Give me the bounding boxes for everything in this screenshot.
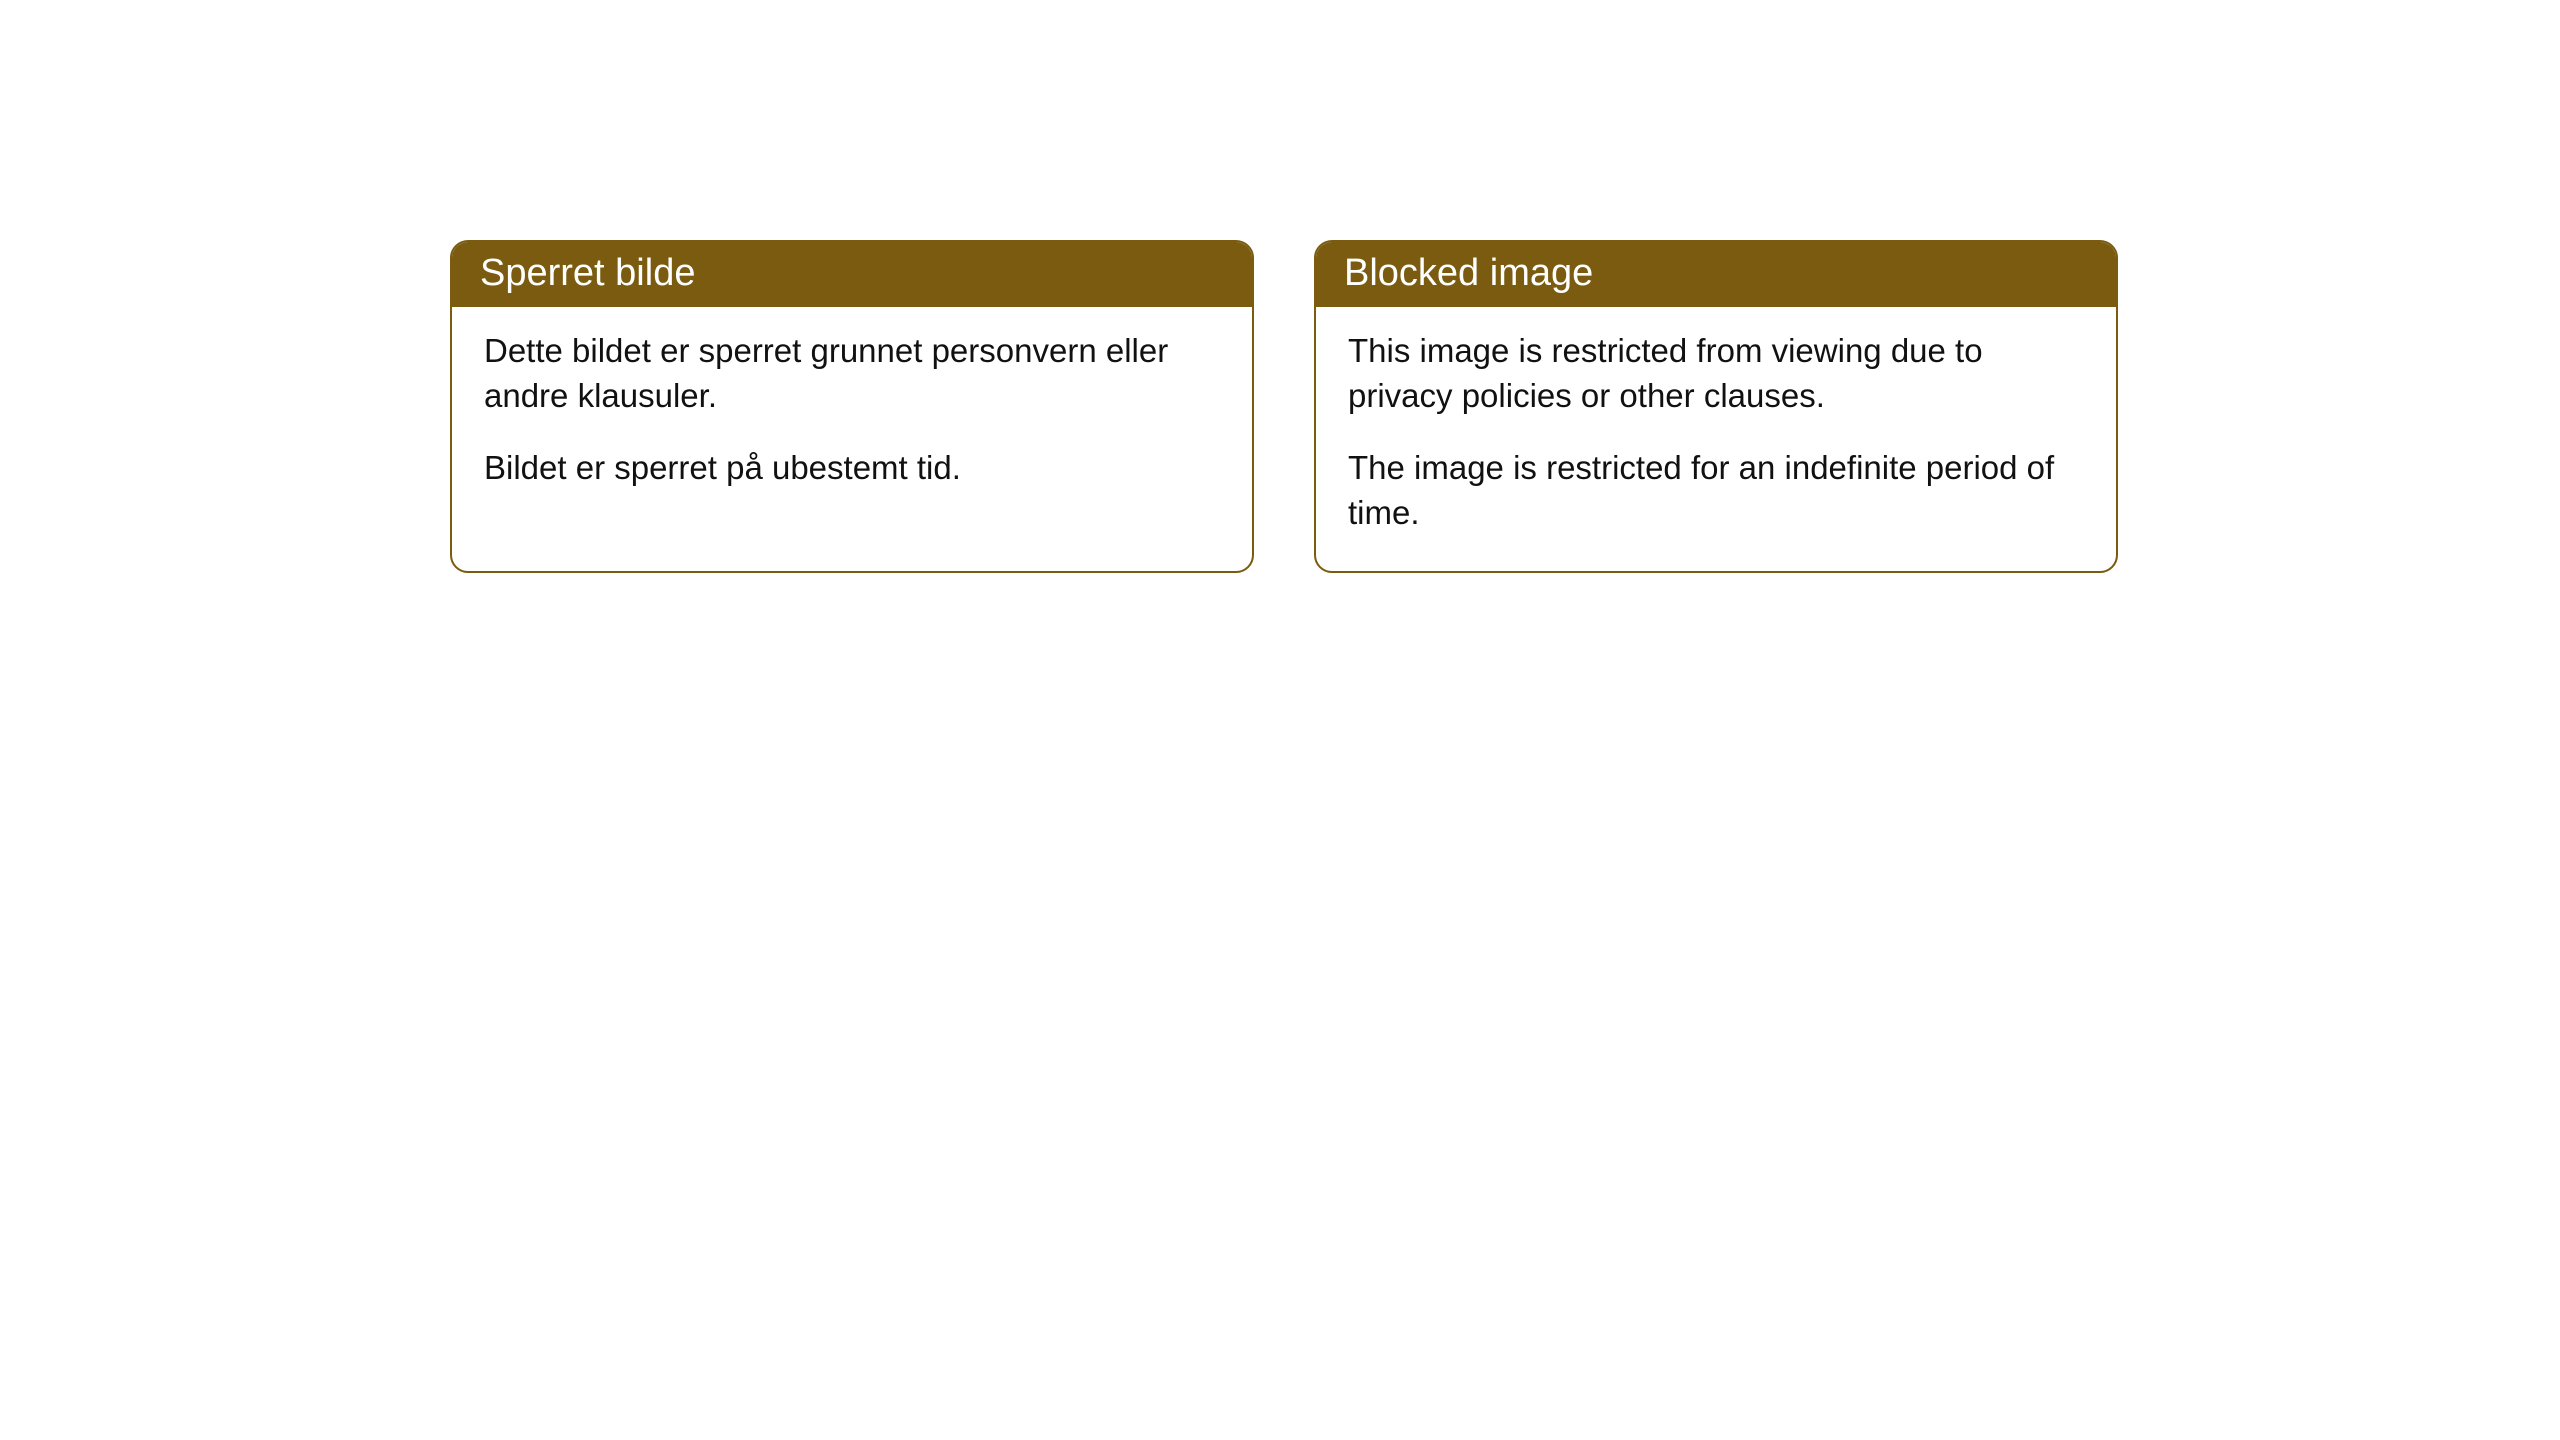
card-body-en: This image is restricted from viewing du… <box>1316 307 2116 571</box>
cards-container: Sperret bilde Dette bildet er sperret gr… <box>450 240 2560 573</box>
card-header-en: Blocked image <box>1316 242 2116 307</box>
card-header-no: Sperret bilde <box>452 242 1252 307</box>
card-para2-no: Bildet er sperret på ubestemt tid. <box>484 446 1220 491</box>
card-para1-en: This image is restricted from viewing du… <box>1348 329 2084 418</box>
blocked-image-card-no: Sperret bilde Dette bildet er sperret gr… <box>450 240 1254 573</box>
blocked-image-card-en: Blocked image This image is restricted f… <box>1314 240 2118 573</box>
card-para1-no: Dette bildet er sperret grunnet personve… <box>484 329 1220 418</box>
card-para2-en: The image is restricted for an indefinit… <box>1348 446 2084 535</box>
card-body-no: Dette bildet er sperret grunnet personve… <box>452 307 1252 527</box>
